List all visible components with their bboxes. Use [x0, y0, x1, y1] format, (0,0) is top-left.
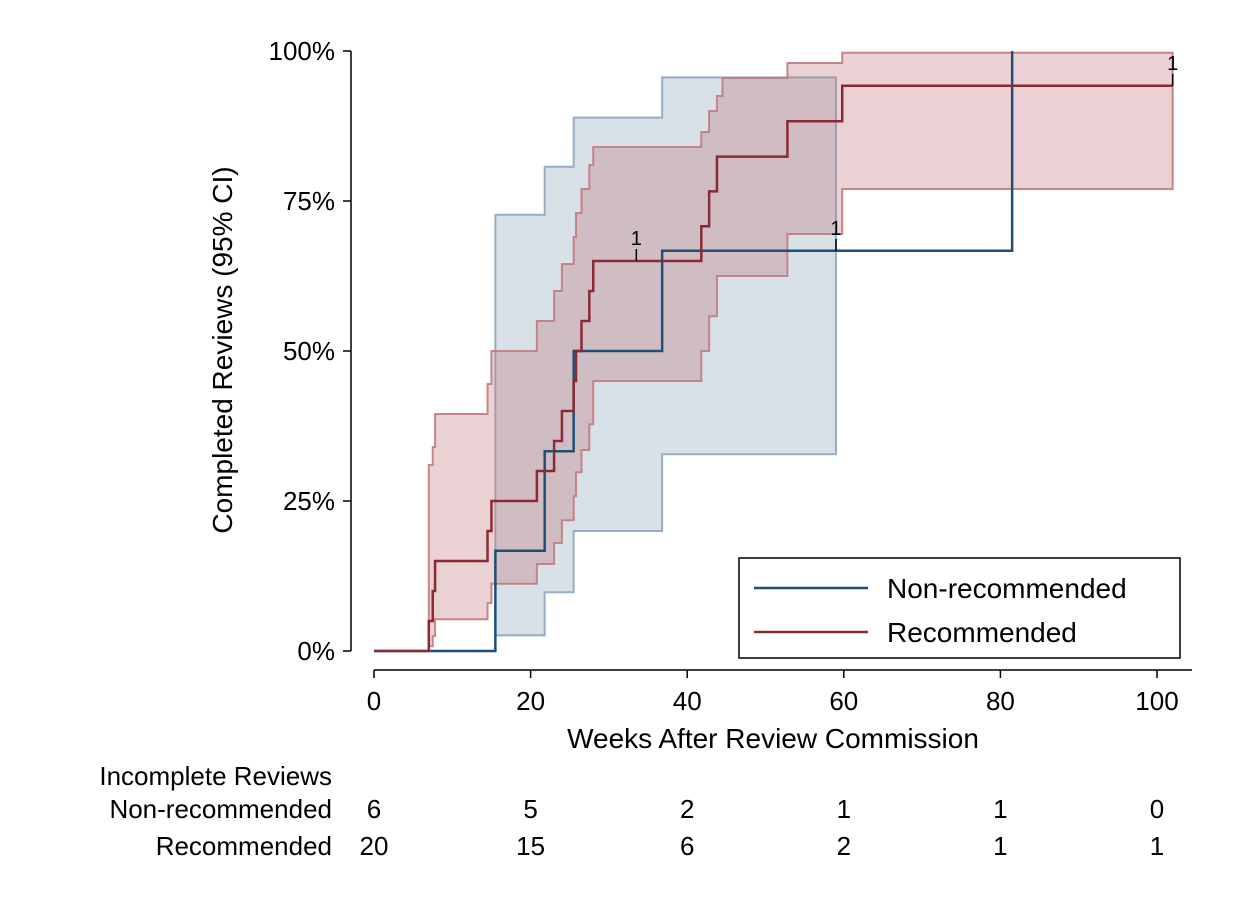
risk-value: 2	[680, 794, 694, 824]
x-tick-label: 60	[829, 686, 858, 716]
ci-band-non-recommended	[494, 76, 837, 651]
censor-marks: 1 1 1	[631, 53, 1178, 261]
risk-value: 1	[993, 794, 1007, 824]
risk-value: 0	[1150, 794, 1164, 824]
y-tick-label: 50%	[283, 336, 335, 366]
x-tick-label: 100	[1135, 686, 1178, 716]
legend-label-recommended: Recommended	[887, 617, 1077, 648]
confidence-bands	[427, 51, 1174, 651]
risk-value: 1	[1150, 831, 1164, 861]
censor-label: 1	[1167, 53, 1178, 75]
legend-box	[738, 557, 1181, 659]
risk-row-label-non-recommended: Non-recommended	[109, 794, 332, 824]
x-tick-label: 40	[673, 686, 702, 716]
x-tick-label: 0	[367, 686, 381, 716]
risk-table-title: Incomplete Reviews	[99, 761, 332, 791]
curve-non-recommended	[374, 51, 1014, 653]
risk-value: 1	[993, 831, 1007, 861]
x-tick-label: 20	[516, 686, 545, 716]
risk-value: 1	[837, 794, 851, 824]
legend: Non-recommended Recommended	[738, 557, 1181, 659]
risk-value: 5	[523, 794, 537, 824]
risk-value: 20	[360, 831, 389, 861]
y-tick-label: 100%	[269, 36, 336, 66]
risk-row-label-recommended: Recommended	[156, 831, 332, 861]
risk-table: Incomplete Reviews Non-recommended Recom…	[99, 761, 1164, 861]
x-tick-label: 80	[986, 686, 1015, 716]
risk-value: 15	[516, 831, 545, 861]
legend-label-non-recommended: Non-recommended	[887, 573, 1127, 604]
y-tick-label: 0%	[297, 636, 335, 666]
risk-value: 2	[837, 831, 851, 861]
risk-values: 6 5 2 1 1 0 20 15 6 2 1 1	[360, 794, 1165, 861]
y-tick-label: 75%	[283, 186, 335, 216]
censor-label: 1	[631, 228, 642, 250]
x-axis-label: Weeks After Review Commission	[567, 723, 979, 754]
survival-curves	[374, 51, 1173, 653]
tick-labels: 0% 25% 50% 75% 100% 0 20 40 60 80 100	[269, 36, 1179, 716]
curve-recommended	[374, 84, 1173, 653]
censor-label: 1	[830, 218, 841, 240]
y-tick-label: 25%	[283, 486, 335, 516]
ci-band-recommended	[427, 51, 1174, 651]
y-axis-label: Completed Reviews (95% CI)	[207, 166, 238, 533]
risk-value: 6	[680, 831, 694, 861]
risk-value: 6	[367, 794, 381, 824]
